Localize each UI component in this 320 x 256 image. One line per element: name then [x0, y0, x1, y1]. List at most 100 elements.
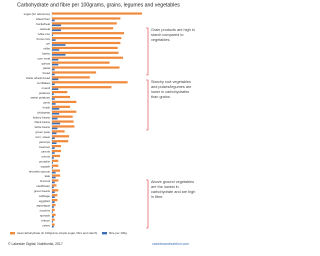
bar	[52, 208, 55, 212]
category-label: cabbage	[39, 194, 50, 198]
bar	[52, 203, 56, 207]
annotation: Starchy root vegetables and pulses/legum…	[151, 80, 192, 99]
bar	[52, 19, 55, 22]
bar	[52, 216, 54, 218]
bar	[52, 49, 60, 51]
bar	[52, 112, 60, 115]
annotation-box: Starchy root vegetables and pulses/legum…	[151, 80, 192, 99]
bar	[52, 37, 122, 40]
bar	[52, 51, 119, 54]
bracket	[146, 79, 149, 131]
category-label: broccoli	[40, 179, 50, 183]
category-label: buckwheat	[36, 22, 50, 26]
bar	[52, 166, 53, 169]
website: caloriesandnutrition.com	[152, 242, 189, 246]
bar	[52, 108, 60, 110]
category-label: white rice	[38, 32, 51, 36]
bar	[52, 162, 53, 164]
bar	[52, 135, 70, 138]
category-label: cauliflower	[36, 184, 50, 188]
category-label: green peas	[36, 130, 51, 134]
chart: Carbohydrate and fibre per 100grams, gra…	[8, 2, 196, 246]
bar	[52, 191, 55, 194]
category-label: green beans	[34, 189, 51, 193]
source: © Lakeside Digital, Nutritionist, 2017	[8, 242, 63, 246]
annotation-box: Grain products are high in starch compar…	[151, 28, 195, 42]
bar	[52, 88, 59, 90]
bar	[52, 29, 61, 32]
bar	[52, 145, 61, 148]
category-label: sweet potatoes	[31, 96, 51, 100]
bar	[52, 152, 55, 154]
bar	[52, 140, 69, 143]
bar	[52, 130, 65, 133]
bar	[52, 44, 66, 46]
bar	[52, 206, 54, 208]
bar	[52, 17, 121, 20]
bar	[52, 93, 54, 95]
category-label: parsnips	[39, 140, 50, 144]
category-label: potatoes	[39, 91, 51, 95]
bar	[52, 41, 121, 45]
category-label: corn meal	[37, 56, 50, 60]
category-label: whole wheat bread	[26, 76, 51, 80]
page: {"chart_data": { "type": "bar", "orienta…	[8, 2, 196, 246]
bar	[52, 71, 97, 74]
bar	[52, 176, 56, 179]
bar	[52, 22, 117, 25]
category-label: asparagus	[37, 204, 51, 208]
bar	[52, 164, 59, 167]
bar	[52, 220, 53, 223]
bar	[52, 199, 58, 202]
bar	[52, 27, 114, 30]
category-label: wheat flour	[36, 17, 50, 21]
category-label: spinach	[40, 213, 50, 217]
category-label: yams	[43, 101, 50, 105]
bar	[52, 171, 56, 174]
bar	[52, 127, 58, 130]
bar	[52, 95, 70, 99]
category-label: brussels sprouts	[29, 169, 51, 173]
bar	[52, 184, 57, 187]
annotation: Above ground vegetables are the lowest i…	[151, 180, 196, 199]
category-label: celery	[42, 223, 50, 227]
bar	[52, 181, 55, 184]
bar	[52, 179, 59, 182]
category-label: lettuce	[41, 218, 50, 222]
category-label: quinoa	[41, 61, 50, 65]
bracket	[146, 27, 149, 76]
bar	[52, 12, 142, 15]
bar	[52, 34, 53, 36]
bar	[52, 142, 57, 144]
bar	[52, 91, 68, 94]
bar	[52, 76, 90, 79]
bar	[52, 78, 59, 81]
category-label: beetroot	[39, 145, 50, 149]
bar	[52, 98, 55, 100]
bar	[52, 211, 53, 213]
bar	[52, 223, 55, 226]
legend-label: total carbohydrate (in 100grams simple s…	[17, 231, 97, 235]
category-label: pasta	[43, 66, 50, 70]
legend-swatch	[102, 232, 107, 235]
bar	[52, 149, 61, 153]
bar	[52, 58, 59, 61]
category-label: sugar (for reference)	[24, 12, 50, 16]
bar	[52, 115, 73, 118]
bar	[52, 100, 77, 104]
bar	[52, 56, 124, 59]
category-label: lentils	[43, 105, 51, 109]
bar	[52, 39, 56, 41]
category-label: oatmeal	[40, 27, 51, 31]
bar	[52, 68, 55, 71]
bar	[52, 147, 55, 149]
category-label: kidney beans	[33, 115, 51, 119]
bar	[52, 125, 75, 128]
category-label: corn, sweet	[35, 135, 50, 139]
bar	[52, 137, 55, 140]
annotation-box: Above ground vegetables are the lowest i…	[151, 180, 196, 199]
category-label: eggplant	[39, 199, 50, 203]
legend-swatch	[10, 232, 15, 235]
bar	[52, 46, 118, 50]
category-label: brown rice	[37, 37, 51, 41]
